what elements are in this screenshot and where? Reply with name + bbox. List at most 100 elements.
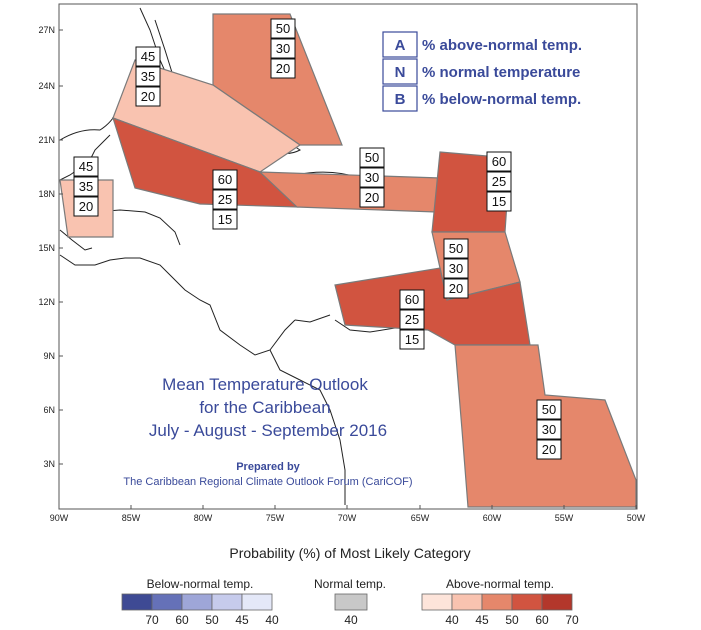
- prob-cell: [359, 187, 385, 208]
- region-bahamas-north: [212, 13, 343, 146]
- above-swatch-label: 50: [505, 613, 519, 627]
- prob-cell: [536, 439, 562, 460]
- prob-value: 20: [276, 61, 290, 76]
- prob-cell: [73, 156, 99, 177]
- prob-value: 60: [492, 154, 506, 169]
- prob-box-greater-antilles-east: 50 30 20: [359, 147, 385, 208]
- prob-value: 50: [449, 241, 463, 256]
- legend-normal-title: Normal temp.: [314, 577, 386, 591]
- below-swatch-label: 60: [175, 613, 189, 627]
- region-cayman-jamaica: [112, 117, 299, 208]
- below-swatch: [241, 593, 273, 611]
- below-swatch-label: 70: [145, 613, 159, 627]
- prob-cell: [536, 419, 562, 440]
- lon-tick-label: 70W: [338, 513, 357, 523]
- key-code-n: N: [395, 64, 406, 81]
- below-swatch: [181, 593, 213, 611]
- prob-box-bahamas-north: 50 30 20: [270, 18, 296, 79]
- prob-value: 15: [405, 332, 419, 347]
- prob-value: 25: [492, 174, 506, 189]
- prob-cell: [135, 86, 161, 107]
- prob-value: 20: [449, 281, 463, 296]
- prob-cell: [399, 289, 425, 310]
- prob-cell: [443, 278, 469, 299]
- prob-value: 25: [218, 192, 232, 207]
- title-line-3: July - August - September 2016: [149, 421, 387, 440]
- above-swatch-label: 45: [475, 613, 489, 627]
- prob-value: 35: [141, 69, 155, 84]
- prob-box-southern-caribbean: 60 25 15: [399, 289, 425, 350]
- above-swatch: [481, 593, 513, 611]
- legend-swatches: 70 60 50 45 40 40 40 45 50 60 70: [121, 593, 579, 627]
- below-swatch: [151, 593, 183, 611]
- lat-tick-label: 24N: [38, 81, 55, 91]
- prob-value: 30: [365, 170, 379, 185]
- prob-value: 20: [365, 190, 379, 205]
- below-swatch-label: 45: [235, 613, 249, 627]
- prob-cell: [73, 196, 99, 217]
- prob-box-cayman-jamaica: 60 25 15: [212, 169, 238, 230]
- below-swatch: [211, 593, 243, 611]
- key-text-a: % above-normal temp.: [422, 37, 582, 54]
- prob-value: 20: [542, 442, 556, 457]
- prob-cell: [486, 171, 512, 192]
- normal-swatch: [334, 593, 368, 611]
- prob-cell: [486, 191, 512, 212]
- prob-cell: [443, 258, 469, 279]
- lat-tick-label: 3N: [43, 459, 55, 469]
- prob-cell: [212, 189, 238, 210]
- key-box-b: [382, 85, 418, 112]
- prob-value: 30: [449, 261, 463, 276]
- lat-axis: 27N 24N 21N 18N 15N 12N 9N 6N 3N: [38, 25, 63, 469]
- lat-tick-label: 18N: [38, 189, 55, 199]
- prob-cell: [359, 147, 385, 168]
- above-swatch: [451, 593, 483, 611]
- prob-value: 45: [141, 49, 155, 64]
- lat-tick-label: 12N: [38, 297, 55, 307]
- prob-cell: [486, 151, 512, 172]
- prob-cell: [270, 58, 296, 79]
- credit-line-2: The Caribbean Regional Climate Outlook F…: [123, 476, 412, 488]
- legend-above-title: Above-normal temp.: [446, 577, 554, 591]
- prob-box-windward-islands: 50 30 20: [443, 238, 469, 299]
- map-title: Mean Temperature Outlook for the Caribbe…: [149, 375, 387, 440]
- prob-cell: [443, 238, 469, 259]
- lon-tick-label: 65W: [411, 513, 430, 523]
- prob-value: 25: [405, 312, 419, 327]
- prob-box-belize: 45 35 20: [73, 156, 99, 217]
- lon-axis: 90W 85W 80W 75W 70W 65W 60W 55W 50W: [50, 505, 646, 523]
- prob-value: 50: [542, 402, 556, 417]
- prob-box-leeward-islands: 60 25 15: [486, 151, 512, 212]
- prob-cell: [212, 209, 238, 230]
- key-text-b: % below-normal temp.: [422, 91, 581, 108]
- prob-cell: [359, 167, 385, 188]
- map-credit: Prepared by The Caribbean Regional Clima…: [123, 461, 412, 488]
- above-swatch-label: 40: [445, 613, 459, 627]
- prob-box-guianas: 50 30 20: [536, 399, 562, 460]
- prob-box-bahamas-cuba-south: 45 35 20: [135, 46, 161, 107]
- prob-value: 50: [276, 21, 290, 36]
- credit-line-1: Prepared by: [236, 461, 300, 473]
- prob-cell: [135, 66, 161, 87]
- lat-tick-label: 9N: [43, 351, 55, 361]
- above-swatch-label: 60: [535, 613, 549, 627]
- key-box-a: [382, 31, 418, 58]
- legend-below-title: Below-normal temp.: [147, 577, 254, 591]
- above-swatch-label: 70: [565, 613, 579, 627]
- prob-value: 30: [542, 422, 556, 437]
- prob-cell: [270, 18, 296, 39]
- lon-tick-label: 75W: [266, 513, 285, 523]
- prob-value: 15: [218, 212, 232, 227]
- title-line-1: Mean Temperature Outlook: [162, 375, 368, 394]
- below-swatch-label: 50: [205, 613, 219, 627]
- prob-value: 20: [79, 199, 93, 214]
- key-box-n: [382, 58, 418, 85]
- legend-heading: Probability (%) of Most Likely Category: [229, 545, 470, 561]
- above-swatch: [541, 593, 573, 611]
- category-key: A N B % above-normal temp. % normal temp…: [382, 31, 582, 112]
- prob-cell: [399, 329, 425, 350]
- lon-tick-label: 50W: [627, 513, 646, 523]
- prob-value: 50: [365, 150, 379, 165]
- prob-value: 60: [218, 172, 232, 187]
